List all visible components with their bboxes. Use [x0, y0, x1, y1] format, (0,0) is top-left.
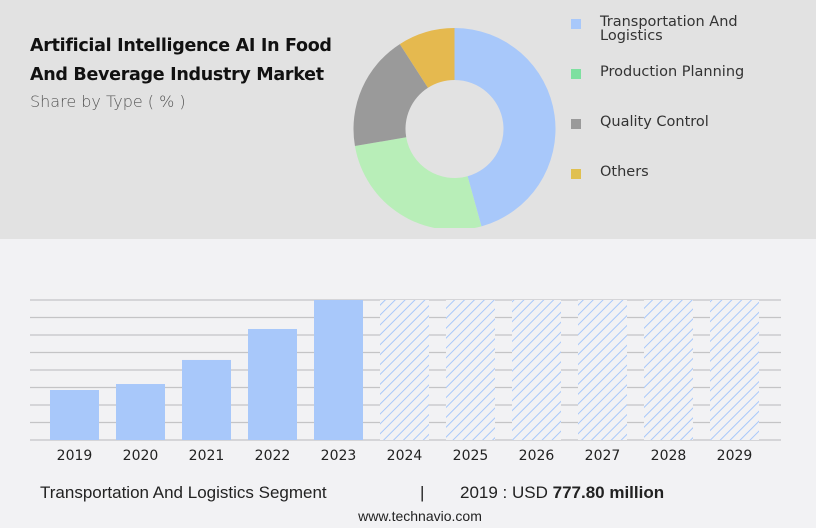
legend-item-others: Others [571, 165, 780, 179]
legend-label: Others [600, 164, 649, 180]
x-tick-label: 2021 [189, 448, 225, 464]
x-tick-label: 2024 [387, 448, 423, 464]
donut-slice-others [400, 28, 455, 88]
donut-slice-quality-control [354, 44, 428, 146]
title-line-2: And Beverage Industry Market [30, 65, 324, 85]
legend-swatch-icon [571, 169, 581, 179]
legend: Transportation And Logistics Production … [571, 0, 811, 230]
bar-2020 [116, 384, 165, 440]
chart-title: Artificial Intelligence AI In Food And B… [30, 32, 332, 90]
legend-item-production-planning: Production Planning [571, 65, 780, 79]
bar-2022 [248, 328, 297, 440]
x-tick-label: 2026 [519, 448, 555, 464]
bar-chart: 2019 2020 2021 2022 2023 2024 2025 2026 2027 2028… [30, 299, 781, 464]
x-tick-label: 2029 [717, 448, 753, 464]
forecast-bar-2028 [644, 300, 693, 440]
x-tick-label: 2027 [585, 448, 621, 464]
legend-swatch-icon [571, 19, 581, 29]
forecast-bar-2026 [512, 300, 561, 440]
legend-item-transportation: Transportation And Logistics [571, 15, 780, 43]
segment-value: 2019 : USD 777.80 million [460, 483, 664, 503]
legend-swatch-icon [571, 69, 581, 79]
legend-item-quality-control: Quality Control [571, 115, 780, 129]
segment-label: Transportation And Logistics Segment [40, 483, 327, 502]
bar-2023 [314, 300, 363, 440]
forecast-bar-2029 [710, 300, 759, 440]
legend-label: Transportation And [600, 14, 738, 30]
legend-label: Quality Control [600, 114, 709, 130]
bottom-panel: 2019 2020 2021 2022 2023 2024 2025 2026 2027 2028… [0, 239, 816, 528]
source-url: www.technavio.com [358, 508, 482, 524]
donut-slice-production-planning [355, 137, 482, 230]
title-line-1: Artificial Intelligence AI In Food [30, 36, 332, 56]
separator: | [420, 483, 425, 502]
x-tick-label: 2019 [57, 448, 93, 464]
donut-chart [353, 28, 556, 231]
legend-label: Production Planning [600, 64, 745, 80]
forecast-bar-2024 [380, 300, 429, 440]
x-tick-label: 2022 [255, 448, 291, 464]
value-amount: 777.80 million [552, 483, 665, 502]
year-prefix: 2019 : USD [460, 483, 553, 502]
footer-summary: Transportation And Logistics Segment | 2… [40, 483, 664, 503]
bar-2021 [182, 359, 231, 440]
forecast-bar-2027 [578, 300, 627, 440]
top-panel: Artificial Intelligence AI In Food And B… [0, 0, 816, 239]
legend-swatch-icon [571, 119, 581, 129]
donut-slice-transportation-and-logistics [455, 28, 556, 226]
x-tick-label: 2025 [453, 448, 489, 464]
x-tick-label: 2023 [321, 448, 357, 464]
x-tick-label: 2020 [123, 448, 159, 464]
forecast-bar-2025 [446, 300, 495, 440]
legend-label-cont: Logistics [600, 28, 663, 44]
x-tick-label: 2028 [651, 448, 687, 464]
chart-subtitle: Share by Type ( % ) [30, 92, 186, 111]
bar-2019 [50, 390, 99, 440]
